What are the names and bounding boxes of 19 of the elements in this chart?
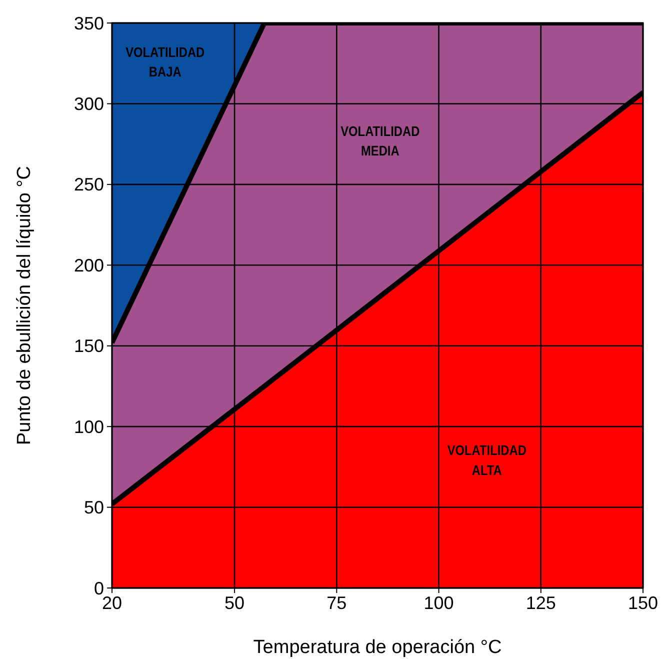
y-tick-label: 250 <box>74 174 104 195</box>
annotation: VOLATILIDAD MEDIA <box>340 123 420 159</box>
y-tick-label: 150 <box>74 336 104 356</box>
annotation: VOLATILIDAD ALTA <box>447 442 526 478</box>
x-tick-label: 100 <box>424 592 454 613</box>
y-tick-label: 350 <box>74 13 104 34</box>
y-axis-title: Punto de ebullición del líquido °C <box>14 166 35 446</box>
x-tick-label: 150 <box>628 592 658 613</box>
x-axis-title: Temperatura de operación °C <box>253 637 502 658</box>
y-tick-label: 50 <box>84 498 104 518</box>
x-tick-label: 50 <box>224 592 245 613</box>
annotation: VOLATILIDAD BAJA <box>126 44 205 80</box>
y-tick-label: 0 <box>94 578 104 598</box>
x-tick-label: 125 <box>526 592 556 613</box>
y-tick-label: 100 <box>74 416 104 437</box>
y-tick-label: 200 <box>74 255 104 276</box>
x-tick-label: 20 <box>102 592 122 613</box>
x-tick-label: 75 <box>326 592 347 613</box>
y-tick-label: 300 <box>74 94 104 114</box>
